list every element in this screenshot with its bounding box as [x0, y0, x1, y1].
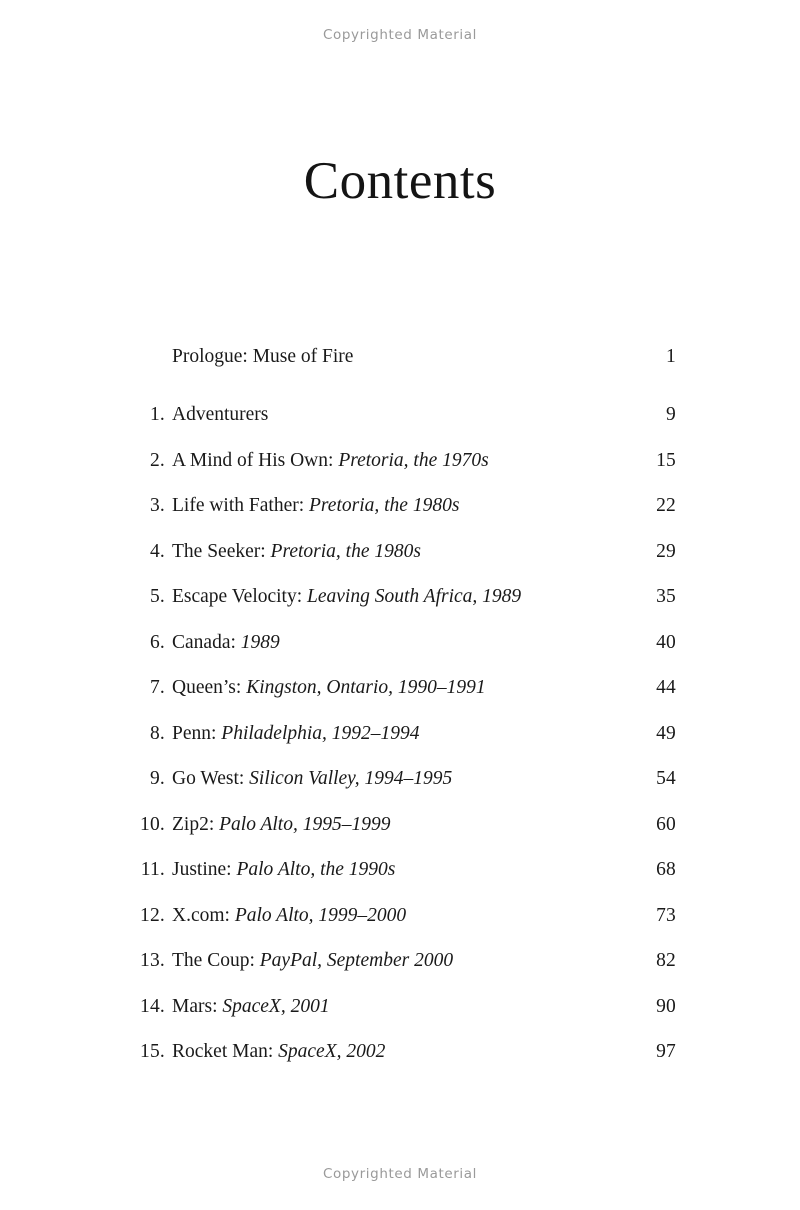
toc-entry-title: X.com: [172, 904, 230, 926]
toc-entry-title: Justine: [172, 859, 232, 880]
toc-entry-text: Adventurers [172, 403, 610, 427]
toc-entry-page-number: 15 [656, 449, 676, 471]
toc-entry-text: Life with Father: Pretoria, the 1980s [172, 494, 610, 518]
toc-entry-text: Justine: Palo Alto, the 1990s [172, 858, 610, 882]
toc-entry-number: 15. [140, 1041, 165, 1062]
toc-entry-subtitle: PayPal, September 2000 [259, 950, 454, 971]
toc-entry-page-number: 29 [656, 540, 676, 562]
toc-entry[interactable]: 2. A Mind of His Own: Pretoria, the 1970s… [100, 449, 700, 495]
toc-entry[interactable]: Prologue: Muse of Fire 1 [100, 345, 700, 403]
toc-entry-number: 10. [140, 813, 165, 835]
toc-entry[interactable]: 7. Queen’s: Kingston, Ontario, 1990–1991 4… [100, 676, 700, 722]
copyright-watermark-bottom: Copyrighted Material [323, 1166, 477, 1182]
toc-entry-text: X.com: Palo Alto, 1999–2000 [172, 904, 610, 928]
toc-entry-number: 14. [140, 995, 165, 1017]
toc-entry-subtitle: Kingston, Ontario, 1990–1991 [246, 677, 486, 698]
table-of-contents: Prologue: Muse of Fire 1 1. Adventurers 9 2. A… [100, 345, 700, 1086]
toc-entry[interactable]: 9. Go West: Silicon Valley, 1994–1995 54 [100, 767, 700, 813]
toc-entry-number: 8. [149, 722, 165, 744]
toc-entry-number: 7. [149, 677, 165, 698]
toc-entry[interactable]: 14. Mars: SpaceX, 2001 90 [100, 995, 700, 1041]
copyright-watermark-top: Copyrighted Material [323, 27, 477, 43]
toc-entry-title: Adventurers [172, 404, 269, 425]
toc-entry[interactable]: 5. Escape Velocity: Leaving South Africa,… [100, 585, 700, 631]
toc-entry-title: Penn: [172, 722, 217, 744]
toc-entry-number: 2. [149, 449, 165, 471]
toc-entry-title: Queen’s: [172, 677, 242, 698]
toc-entry[interactable]: 10. Zip2: Palo Alto, 1995–1999 60 [100, 813, 700, 859]
toc-entry-page-number: 49 [656, 722, 676, 744]
toc-entry-subtitle: Palo Alto, 1995–1999 [219, 813, 391, 835]
toc-entry-subtitle: Silicon Valley, 1994–1995 [249, 768, 453, 789]
toc-entry-number: 13. [140, 950, 165, 971]
toc-entry-text: The Seeker: Pretoria, the 1980s [172, 540, 610, 564]
page-title: Contents [303, 152, 497, 210]
toc-entry-subtitle: Pretoria, the 1970s [338, 449, 489, 471]
toc-entry[interactable]: 3. Life with Father: Pretoria, the 1980s 2… [100, 494, 700, 540]
toc-entry[interactable]: 8. Penn: Philadelphia, 1992–1994 49 [100, 722, 700, 768]
toc-entry-number: 1. [149, 404, 165, 425]
toc-entry-page-number: 54 [656, 768, 676, 789]
toc-entry-subtitle: SpaceX, 2001 [222, 995, 330, 1017]
toc-entry-number: 9. [149, 768, 165, 789]
toc-entry-page-number: 73 [656, 904, 676, 926]
toc-entry-page-number: 22 [656, 495, 676, 516]
toc-entry-page-number: 9 [666, 404, 676, 425]
toc-entry[interactable]: 15. Rocket Man: SpaceX, 2002 97 [100, 1040, 700, 1086]
toc-entry-title: Prologue: Muse of Fire [172, 346, 354, 367]
toc-entry-title: Mars: [172, 995, 218, 1017]
toc-entry-page-number: 82 [656, 950, 676, 971]
toc-entry-title: Zip2: [172, 813, 215, 835]
toc-entry-title: The Seeker: [172, 540, 266, 562]
toc-entry-title: Escape Velocity: [172, 586, 303, 607]
toc-entry-subtitle: Leaving South Africa, 1989 [307, 586, 522, 607]
toc-entry-text: Go West: Silicon Valley, 1994–1995 [172, 767, 610, 791]
toc-entry-page-number: 35 [656, 586, 676, 607]
toc-entry-title: The Coup: [172, 950, 255, 971]
toc-entry[interactable]: 4. The Seeker: Pretoria, the 1980s 29 [100, 540, 700, 586]
toc-entry-title: Canada: [172, 631, 236, 653]
toc-entry-page-number: 90 [656, 995, 676, 1017]
toc-entry-text: A Mind of His Own: Pretoria, the 1970s [172, 449, 610, 473]
toc-entry-page-number: 60 [656, 813, 676, 835]
toc-entry-page-number: 44 [656, 677, 676, 698]
toc-entry-text: Prologue: Muse of Fire [172, 345, 610, 369]
toc-entry-number: 11. [140, 859, 165, 880]
toc-entry-page-number: 40 [656, 631, 676, 653]
toc-entry-text: Mars: SpaceX, 2001 [172, 995, 610, 1019]
toc-entry[interactable]: 1. Adventurers 9 [100, 403, 700, 449]
toc-entry-number: 12. [140, 904, 165, 926]
toc-entry-text: Zip2: Palo Alto, 1995–1999 [172, 813, 610, 837]
toc-entry-subtitle: Palo Alto, the 1990s [236, 859, 396, 880]
toc-entry-text: The Coup: PayPal, September 2000 [172, 949, 610, 973]
toc-entry-subtitle: Pretoria, the 1980s [270, 540, 421, 562]
toc-entry-page-number: 68 [656, 859, 676, 880]
toc-entry-subtitle: Palo Alto, 1999–2000 [234, 904, 407, 926]
toc-entry-subtitle: Philadelphia, 1992–1994 [221, 722, 420, 744]
toc-entry-title: Life with Father: [172, 495, 305, 516]
toc-entry[interactable]: 11. Justine: Palo Alto, the 1990s 68 [100, 858, 700, 904]
toc-entry-text: Canada: 1989 [172, 631, 610, 655]
toc-entry-subtitle: SpaceX, 2002 [278, 1041, 386, 1062]
toc-entry-subtitle: 1989 [240, 631, 280, 653]
toc-entry-page-number: 97 [656, 1041, 676, 1062]
toc-entry-title: A Mind of His Own: [172, 449, 334, 471]
toc-entry-subtitle: Pretoria, the 1980s [309, 495, 460, 516]
toc-entry-number: 4. [149, 540, 165, 562]
toc-entry-text: Rocket Man: SpaceX, 2002 [172, 1040, 610, 1064]
toc-entry[interactable]: 13. The Coup: PayPal, September 2000 82 [100, 949, 700, 995]
toc-entry-title: Rocket Man: [172, 1041, 274, 1062]
toc-entry[interactable]: 6. Canada: 1989 40 [100, 631, 700, 677]
toc-entry-number: 3. [149, 495, 165, 516]
toc-entry-title: Go West: [172, 768, 245, 789]
toc-entry-number: 5. [149, 586, 165, 607]
toc-entry-number: 6. [149, 631, 165, 653]
toc-entry-text: Penn: Philadelphia, 1992–1994 [172, 722, 610, 746]
toc-entry-text: Queen’s: Kingston, Ontario, 1990–1991 [172, 676, 610, 700]
toc-entry[interactable]: 12. X.com: Palo Alto, 1999–2000 73 [100, 904, 700, 950]
toc-entry-text: Escape Velocity: Leaving South Africa, 1… [172, 585, 610, 609]
toc-entry-page-number: 1 [666, 346, 676, 367]
